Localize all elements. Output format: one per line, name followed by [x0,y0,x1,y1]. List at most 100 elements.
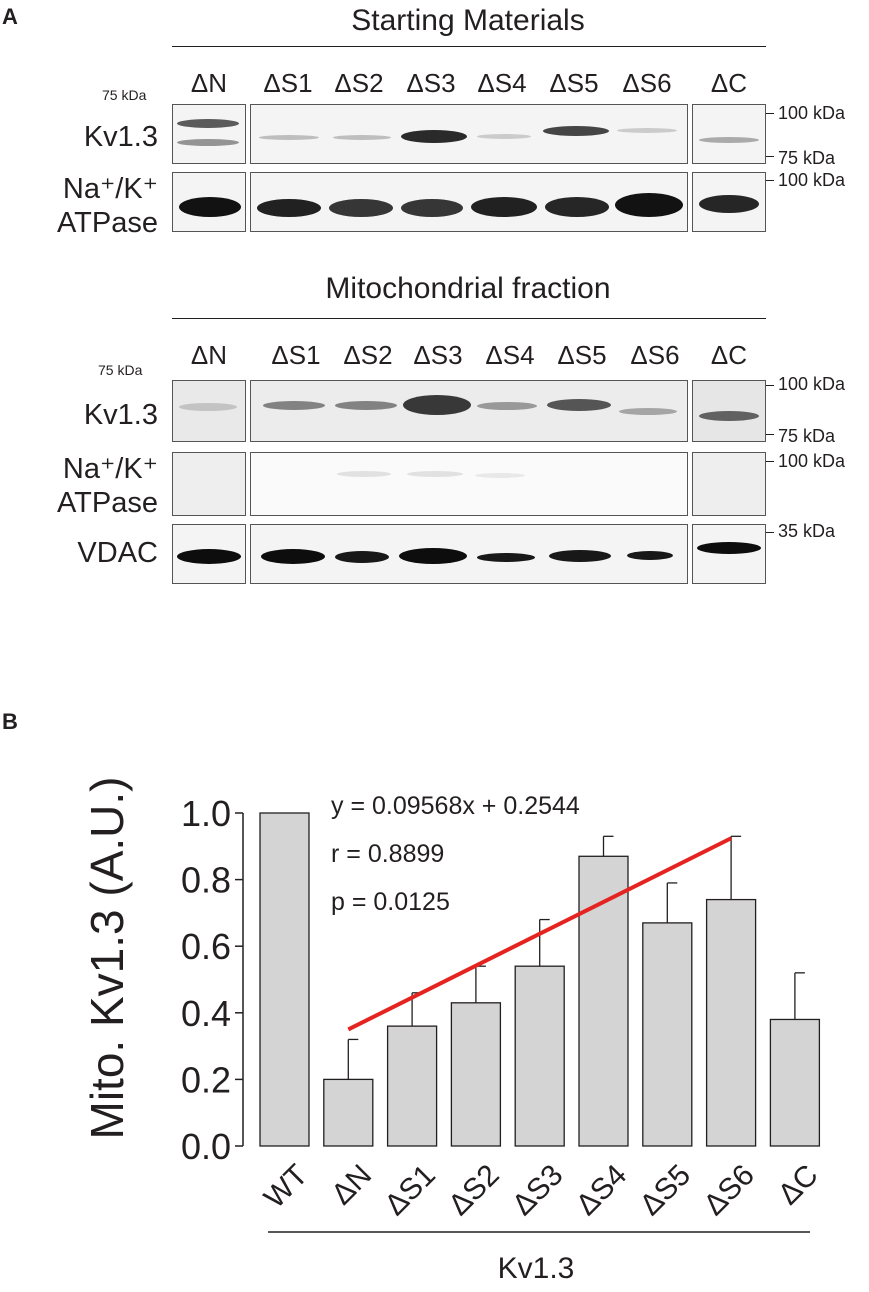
blot-band [699,195,759,213]
blot-band [335,401,397,410]
mito-fraction-title: Mitochondrial fraction [325,272,611,305]
blot-start-kv13-dn [172,104,246,164]
regression-equation: y = 0.09568x + 0.2544 [331,792,580,820]
blot-vdac-middle [250,524,688,584]
row-label-vdac: VDAC [77,537,158,569]
blot-mito-atpase-dc [692,452,766,516]
x-tick-label: ΔS5 [634,1158,697,1221]
blot-band [259,135,319,140]
lane-label: ΔC [710,68,748,98]
blot-start-kv13-dc [692,104,766,164]
marker-75kda-small: 75 kDa [102,87,147,103]
marker-tick [766,532,774,533]
blot-mito-kv13-dc [692,380,766,442]
blot-band [179,403,237,411]
group-label: Kv1.3 [498,1252,575,1285]
lane-label: ΔN [190,68,228,98]
blot-band [263,401,325,410]
bar-2 [386,1025,438,1147]
bar-6 [642,922,693,1147]
blot-mito-atpase-middle [250,452,688,516]
row-label-na-k: Na⁺/K⁺ [62,453,158,485]
marker-75kda-small: 75 kDa [98,362,143,378]
marker-75kda: 75 kDa [778,426,836,446]
blot-band [407,471,463,477]
y-tick-label: 0.2 [181,1059,231,1100]
blot-band [337,471,391,477]
blot-mito-kv13-middle [250,380,688,442]
blot-band [477,553,535,562]
lane-label: ΔS1 [263,68,313,98]
y-axis-label: Mito. Kv1.3 (A.U.) [81,777,133,1140]
blot-band [177,119,239,128]
y-tick-label: 0.8 [181,860,231,901]
blot-band [261,549,325,564]
blot-start-kv13-middle [250,104,688,164]
marker-tick [766,461,774,462]
blot-band [477,402,537,410]
row-label-na-k: Na⁺/K⁺ [62,173,158,205]
bar-7 [705,898,757,1147]
lane-label: ΔC [710,340,748,370]
blot-band [179,197,241,217]
lane-label: ΔS6 [622,68,672,98]
blot-band [547,399,611,411]
blot-vdac-dc [692,524,766,584]
lane-label: ΔS2 [334,68,384,98]
lane-label: ΔS5 [549,68,599,98]
marker-tick [766,156,774,157]
blot-band [619,408,677,415]
bar-3 [450,1002,502,1147]
lane-label: ΔS4 [477,68,527,98]
blot-band [399,548,467,564]
marker-100kda: 100 kDa [778,451,846,471]
x-tick-label: ΔC [772,1158,825,1211]
blot-start-atpase-dn [172,172,246,232]
marker-100kda: 100 kDa [778,103,846,123]
x-tick-label: ΔS6 [697,1158,760,1221]
blot-band [627,551,673,560]
blot-band [333,135,391,140]
bar-5 [578,855,629,1147]
blot-band [257,199,321,217]
blot-vdac-dn [172,524,246,584]
blot-mito-kv13-dn [172,380,246,442]
marker-tick [766,113,774,114]
correlation-r: r = 0.8899 [331,840,444,868]
blot-band [545,197,609,217]
blot-band [543,126,609,136]
marker-tick [766,434,774,435]
marker-100kda: 100 kDa [778,374,846,394]
bar-4 [514,965,565,1147]
lane-label: ΔS3 [413,340,463,370]
blot-band [549,550,611,562]
y-tick-label: 1.0 [181,793,231,834]
blot-band [177,139,239,146]
blot-band [401,199,463,217]
row-label-kv13: Kv1.3 [83,399,158,431]
y-tick-label: 0.6 [181,926,231,967]
panel-a-label: A [2,4,18,29]
lane-label: ΔS4 [485,340,535,370]
x-tick-label: ΔS4 [570,1158,633,1221]
panel-b-label: B [2,709,18,734]
blot-band [403,395,471,415]
marker-tick [766,385,774,386]
blot-band [697,542,761,554]
regression-line [347,836,732,1032]
blot-band [617,128,677,133]
regression-line-layer [347,836,732,1032]
row-label-kv13: Kv1.3 [83,121,158,153]
blot-start-atpase-middle [250,172,688,232]
blot-band [401,130,467,143]
p-value: p = 0.0125 [331,888,450,916]
blot-band [699,137,759,143]
blot-band [335,551,389,563]
x-tick-labels: WT ΔN ΔS1 ΔS2 ΔS3 ΔS4 ΔS5 ΔS6 ΔC [258,1158,825,1221]
lane-label: ΔS5 [557,340,607,370]
y-tick-label: 0.4 [181,993,231,1034]
blot-start-atpase-dc [692,172,766,232]
marker-75kda: 75 kDa [778,148,836,168]
blot-band [477,134,531,139]
blot-band [615,193,683,217]
